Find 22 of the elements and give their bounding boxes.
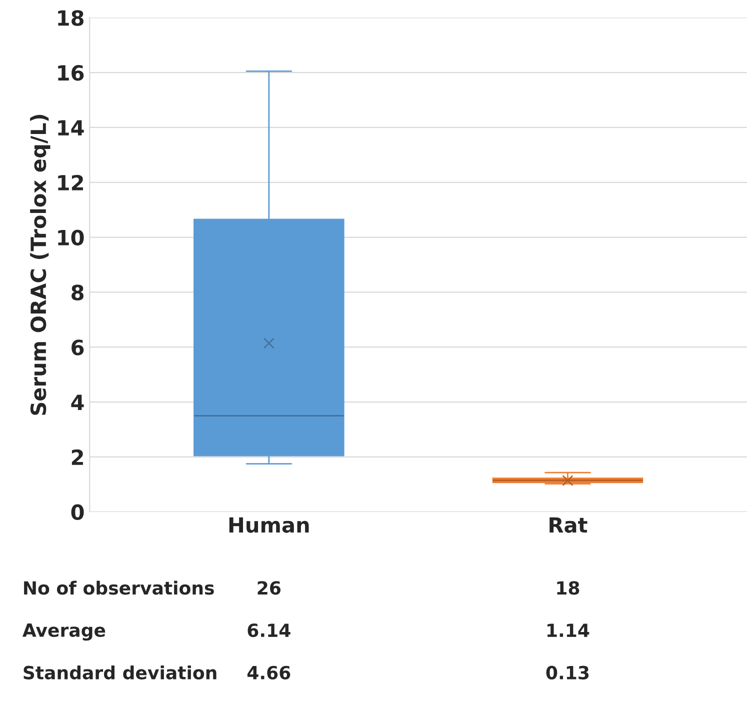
y-tick-label: 18: [58, 10, 84, 26]
y-tick-label: 16: [58, 65, 84, 81]
text: Average: [22, 624, 106, 641]
y-tick-label: 6: [72, 340, 84, 356]
text: 18: [557, 581, 580, 595]
text: 6.14: [248, 623, 290, 638]
text: 26: [258, 581, 281, 595]
y-axis-title: Serum ORAC (Trolox eq/L): [30, 114, 50, 415]
y-tick-label: 10: [58, 230, 84, 246]
x-tick-label: Rat: [550, 517, 588, 533]
text: Standard deviation: [24, 665, 216, 680]
y-tick-label: 14: [58, 120, 84, 136]
text: No of observations: [24, 580, 214, 595]
text: 0.13: [546, 666, 589, 680]
y-tick-label: 0: [71, 504, 84, 520]
y-tick-label: 2: [72, 449, 83, 465]
y-tick-label: 8: [72, 284, 84, 300]
text: 1.14: [547, 624, 590, 637]
y-tick-label: 12: [58, 174, 83, 190]
y-tick-label: 4: [71, 394, 84, 410]
text: 4.66: [247, 666, 290, 680]
x-tick-label: Human: [229, 517, 309, 533]
